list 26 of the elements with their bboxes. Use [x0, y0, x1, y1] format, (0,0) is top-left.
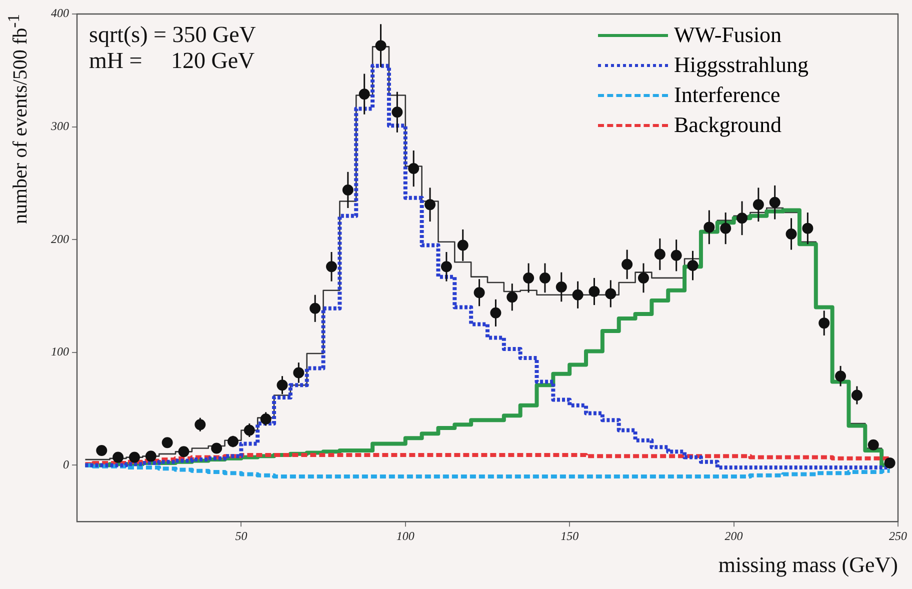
- point: [145, 450, 156, 462]
- x-tick-label: 150: [560, 528, 579, 543]
- x-tick-label: 250: [889, 528, 907, 543]
- legend-label: Background: [674, 112, 782, 138]
- legend-label: WW-Fusion: [674, 22, 782, 48]
- y-tick-label: 300: [50, 118, 69, 133]
- point: [96, 445, 108, 456]
- y-tick-label: 200: [51, 232, 69, 246]
- annotation: sqrt(s) = 350 GeV: [89, 22, 256, 48]
- point: [178, 446, 190, 458]
- point: [868, 439, 879, 450]
- point: [884, 457, 896, 468]
- x-axis-title: missing mass (GeV): [718, 552, 898, 578]
- point: [162, 437, 173, 448]
- point: [211, 442, 222, 454]
- y-tick-label: 400: [51, 6, 69, 20]
- y-tick-label: 100: [51, 344, 69, 359]
- annotation: mH = 120 GeV: [89, 48, 255, 74]
- point: [128, 452, 140, 463]
- x-tick-label: 50: [235, 528, 248, 543]
- point: [112, 452, 124, 463]
- legend-label: Higgsstrahlung: [674, 52, 808, 78]
- x-tick-label: 200: [724, 528, 743, 543]
- y-tick-label: 0: [63, 457, 69, 472]
- x-tick-label: 100: [396, 528, 414, 543]
- legend-label: Interference: [674, 82, 780, 108]
